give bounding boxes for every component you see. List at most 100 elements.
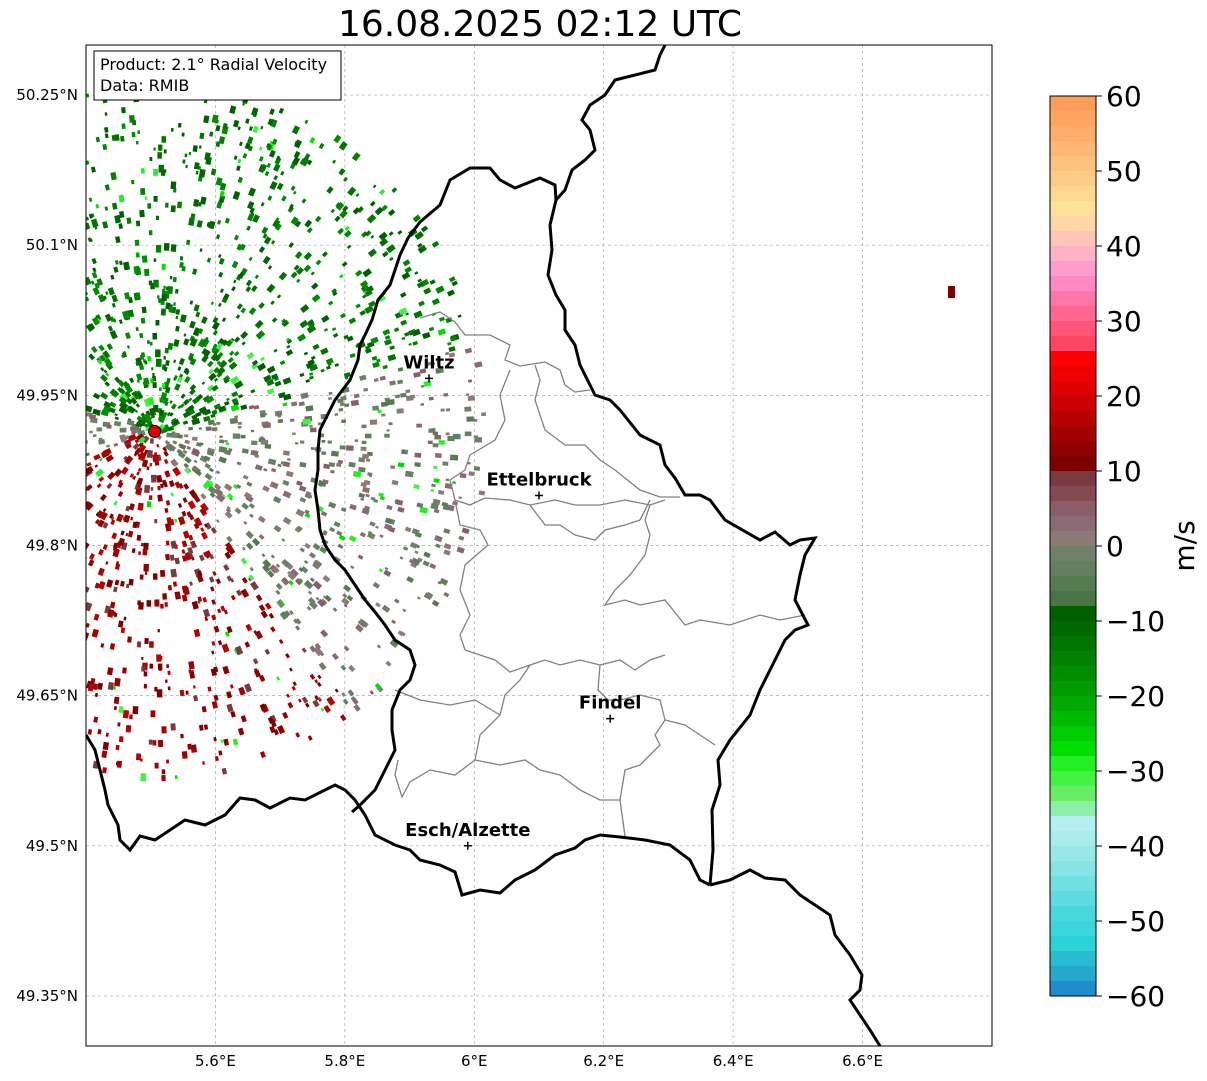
radar-echo-pixel bbox=[256, 362, 267, 372]
radar-echo-pixel bbox=[302, 418, 311, 425]
colorbar-band bbox=[1050, 96, 1096, 112]
radar-echo-pixel bbox=[213, 666, 219, 673]
radar-echo-pixel bbox=[343, 603, 348, 608]
radar-echo-pixel bbox=[94, 282, 100, 289]
radar-echo-pixel bbox=[263, 259, 269, 264]
radar-echo-pixel bbox=[281, 538, 286, 542]
radar-echo-pixel bbox=[89, 414, 97, 420]
radar-echo-pixel bbox=[133, 265, 141, 275]
radar-echo-pixel bbox=[152, 740, 157, 746]
radar-echo-pixel bbox=[131, 548, 136, 554]
radar-echo-pixel bbox=[342, 698, 349, 705]
radar-echo-pixel bbox=[244, 641, 251, 648]
radar-echo-pixel bbox=[227, 357, 234, 364]
radar-echo-pixel bbox=[375, 525, 379, 529]
radar-echo-pixel bbox=[147, 356, 152, 362]
radar-echo-pixel bbox=[303, 579, 314, 590]
radar-echo-pixel bbox=[284, 610, 291, 617]
radar-echo-pixel bbox=[174, 481, 182, 489]
radar-echo-pixel bbox=[149, 156, 153, 162]
radar-echo-pixel bbox=[104, 184, 110, 191]
radar-echo-pixel bbox=[136, 373, 143, 381]
radar-echo-pixel bbox=[372, 581, 381, 589]
radar-echo-pixel bbox=[258, 302, 265, 309]
radar-echo-pixel bbox=[144, 360, 148, 365]
radar-echo-pixel bbox=[166, 664, 170, 669]
radar-echo-pixel bbox=[322, 531, 328, 536]
radar-echo-pixel bbox=[237, 126, 241, 131]
radar-echo-pixel bbox=[223, 377, 230, 384]
radar-echo-pixel bbox=[320, 629, 329, 638]
radar-echo-pixel bbox=[118, 479, 123, 485]
radar-echo-pixel bbox=[150, 710, 156, 718]
radar-echo-pixel bbox=[314, 679, 319, 684]
radar-echo-pixel bbox=[117, 481, 124, 489]
radar-echo-pixel bbox=[165, 679, 168, 683]
radar-echo-pixel bbox=[170, 205, 176, 213]
radar-echo-pixel bbox=[146, 501, 152, 508]
radar-echo-pixel bbox=[107, 681, 115, 691]
radar-echo-pixel bbox=[114, 678, 120, 686]
radar-echo-pixel bbox=[295, 625, 301, 631]
radar-echo-pixel bbox=[373, 378, 379, 383]
radar-echo-pixel bbox=[413, 310, 423, 319]
radar-echo-pixel bbox=[224, 510, 233, 519]
radar-echo-pixel bbox=[90, 280, 95, 285]
radar-echo-pixel bbox=[129, 714, 133, 720]
radar-echo-pixel bbox=[102, 508, 107, 513]
radar-echo-pixel bbox=[391, 187, 398, 193]
radar-echo-pixel bbox=[192, 415, 198, 420]
radar-echo-pixel bbox=[281, 318, 287, 324]
radar-echo-pixel bbox=[118, 223, 123, 229]
radar-echo-pixel bbox=[226, 506, 231, 511]
radar-echo-pixel bbox=[219, 435, 223, 439]
radar-echo-pixel bbox=[132, 521, 138, 529]
radar-echo-pixel bbox=[155, 244, 162, 253]
radar-echo-pixel bbox=[174, 518, 178, 523]
radar-echo-layer bbox=[86, 86, 955, 782]
radar-echo-pixel bbox=[232, 190, 241, 201]
radar-echo-pixel bbox=[275, 589, 281, 596]
radar-echo-pixel bbox=[191, 465, 199, 472]
radar-echo-pixel bbox=[378, 568, 384, 573]
radar-echo-pixel bbox=[416, 596, 421, 600]
radar-echo-pixel bbox=[379, 534, 384, 538]
radar-echo-pixel bbox=[106, 579, 114, 588]
radar-echo-pixel bbox=[248, 145, 253, 152]
radar-echo-pixel bbox=[113, 706, 118, 711]
radar-echo-pixel bbox=[340, 664, 347, 671]
radar-echo-pixel bbox=[273, 163, 281, 172]
radar-echo-pixel bbox=[193, 162, 200, 170]
radar-echo-pixel bbox=[332, 159, 337, 164]
colorbar-band bbox=[1050, 801, 1096, 817]
radar-echo-pixel bbox=[203, 415, 211, 422]
radar-echo-pixel bbox=[353, 704, 361, 712]
radar-echo-pixel bbox=[161, 169, 166, 176]
radar-echo-pixel bbox=[159, 425, 170, 434]
radar-echo-pixel bbox=[161, 726, 167, 734]
radar-echo-pixel bbox=[155, 349, 161, 358]
city-marker bbox=[535, 491, 543, 500]
radar-echo-pixel bbox=[113, 420, 122, 427]
radar-echo-pixel bbox=[389, 380, 396, 386]
radar-echo-pixel bbox=[258, 604, 266, 612]
radar-echo-pixel bbox=[416, 281, 425, 289]
radar-echo-pixel bbox=[161, 263, 166, 270]
radar-echo-pixel bbox=[405, 389, 411, 394]
radar-echo-pixel bbox=[184, 467, 191, 474]
colorbar-band bbox=[1050, 756, 1096, 772]
radar-echo-pixel bbox=[438, 316, 445, 322]
radar-echo-pixel bbox=[243, 491, 253, 500]
radar-echo-pixel bbox=[250, 429, 255, 433]
colorbar-band bbox=[1050, 861, 1096, 877]
radar-echo-pixel bbox=[189, 671, 196, 679]
radar-echo-pixel bbox=[144, 268, 150, 277]
radar-echo-pixel bbox=[146, 466, 150, 471]
radar-echo-pixel bbox=[267, 285, 273, 291]
radar-echo-pixel bbox=[446, 289, 455, 297]
radar-echo-pixel bbox=[178, 443, 184, 448]
colorbar-ticks: 60 50 40 30 20 10 0 −10 −20 −30 −40 −50 −60 bbox=[1096, 80, 1165, 1013]
radar-echo-pixel bbox=[211, 384, 219, 392]
radar-echo-pixel bbox=[104, 112, 108, 116]
radar-echo-pixel bbox=[322, 479, 329, 485]
